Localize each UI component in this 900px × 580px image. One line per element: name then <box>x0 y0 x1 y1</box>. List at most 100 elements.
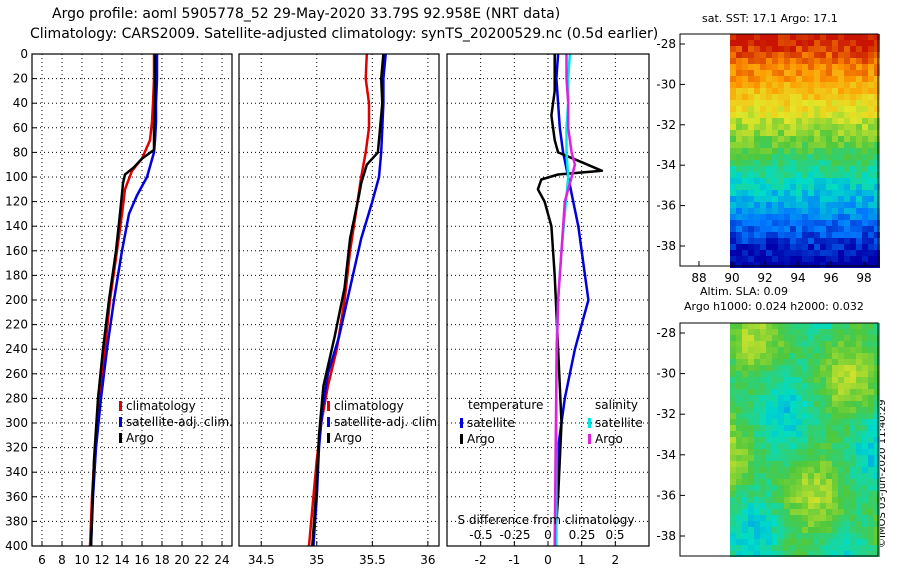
sla-map-cell <box>838 449 844 455</box>
sla-map-cell <box>772 383 778 389</box>
sla-map-cell <box>856 323 862 329</box>
sst-map-cell <box>760 70 766 76</box>
sla-map-cell <box>838 401 844 407</box>
sst-map-cell <box>766 58 772 64</box>
sla-map-cell <box>730 539 736 545</box>
sla-map-cell <box>844 425 850 431</box>
sla-map-cell <box>808 353 814 359</box>
sla-map-cell <box>736 407 742 413</box>
sst-map-cell <box>760 88 766 94</box>
sla-map-cell <box>874 485 880 491</box>
sla-map-cell <box>802 533 808 539</box>
sla-map-cell <box>862 395 868 401</box>
sla-map-cell <box>832 431 838 437</box>
sst-map-cell <box>790 94 796 100</box>
sst-map-cell <box>748 262 754 268</box>
sst-map-cell <box>772 136 778 142</box>
sla-map-cell <box>766 443 772 449</box>
sla-map-cell <box>778 347 784 353</box>
sla-map-cell <box>730 401 736 407</box>
sst-map-cell <box>826 112 832 118</box>
sla-map-cell <box>790 395 796 401</box>
sst-map-cell <box>754 82 760 88</box>
sla-map-cell <box>766 461 772 467</box>
sst-map-cell <box>856 244 862 250</box>
sla-map-cell <box>802 497 808 503</box>
sla-map-cell <box>850 347 856 353</box>
sst-map-cell <box>808 166 814 172</box>
sst-map-cell <box>742 202 748 208</box>
sst-map-cell <box>868 106 874 112</box>
sst-map-cell <box>790 202 796 208</box>
sla-map-cell <box>772 473 778 479</box>
sla-map-cell <box>766 431 772 437</box>
sst-map-cell <box>730 172 736 178</box>
sst-map-cell <box>772 130 778 136</box>
sst-map-cell <box>796 70 802 76</box>
sla-map-cell <box>820 461 826 467</box>
sst-map-cell <box>862 172 868 178</box>
sst-map-cell <box>802 136 808 142</box>
sla-map-cell <box>730 449 736 455</box>
sst-map-cell <box>796 172 802 178</box>
sla-map-cell <box>862 443 868 449</box>
sst-map-cell <box>802 46 808 52</box>
sla-map-cell <box>742 545 748 551</box>
sla-map-cell <box>838 533 844 539</box>
sla-map-cell <box>766 545 772 551</box>
sla-map-cell <box>796 413 802 419</box>
sla-map-cell <box>784 425 790 431</box>
sla-map-cell <box>844 491 850 497</box>
sst-map-cell <box>778 94 784 100</box>
sst-map-cell <box>862 58 868 64</box>
sst-map-cell <box>820 100 826 106</box>
sst-map-cell <box>820 178 826 184</box>
sst-map-cell <box>772 226 778 232</box>
sst-map-cell <box>748 220 754 226</box>
sst-map-cell <box>832 88 838 94</box>
sst-map-cell <box>868 64 874 70</box>
sla-map-cell <box>820 425 826 431</box>
sla-map-cell <box>862 449 868 455</box>
sst-map-heatmap <box>730 34 880 268</box>
sla-map-cell <box>820 437 826 443</box>
sla-map-cell <box>766 491 772 497</box>
sst-map-cell <box>874 52 880 58</box>
sst-map-cell <box>766 232 772 238</box>
sst-map-cell <box>730 256 736 262</box>
sst-map-cell <box>844 256 850 262</box>
sla-map-cell <box>814 431 820 437</box>
sst-map-cell <box>850 76 856 82</box>
sla-map-cell <box>796 329 802 335</box>
sst-map-cell <box>832 142 838 148</box>
sla-map-cell <box>868 365 874 371</box>
sla-map-cell <box>742 323 748 329</box>
sst-map-cell <box>736 46 742 52</box>
sla-map-cell <box>808 533 814 539</box>
sst-map-cell <box>802 154 808 160</box>
sla-map-cell <box>778 413 784 419</box>
sst-map-x-tick-label: 92 <box>757 271 772 285</box>
sst-map-cell <box>820 226 826 232</box>
sla-map-cell <box>802 419 808 425</box>
sla-map-cell <box>820 467 826 473</box>
sst-map-cell <box>856 232 862 238</box>
sla-map-cell <box>796 467 802 473</box>
sst-map-cell <box>874 172 880 178</box>
sst-map-cell <box>796 154 802 160</box>
sla-map-cell <box>760 509 766 515</box>
sla-map-cell <box>856 431 862 437</box>
sla-map-cell <box>814 419 820 425</box>
sla-map-cell <box>802 509 808 515</box>
sla-map-cell <box>868 425 874 431</box>
sst-map-cell <box>856 178 862 184</box>
sst-map-cell <box>766 148 772 154</box>
sst-map-cell <box>814 118 820 124</box>
sla-map-cell <box>802 353 808 359</box>
depth-tick-label: 220 <box>5 318 28 332</box>
sst-map-cell <box>838 64 844 70</box>
sst-map-cell <box>808 124 814 130</box>
sla-map-cell <box>802 551 808 557</box>
sla-map-cell <box>832 533 838 539</box>
sst-map-cell <box>784 250 790 256</box>
